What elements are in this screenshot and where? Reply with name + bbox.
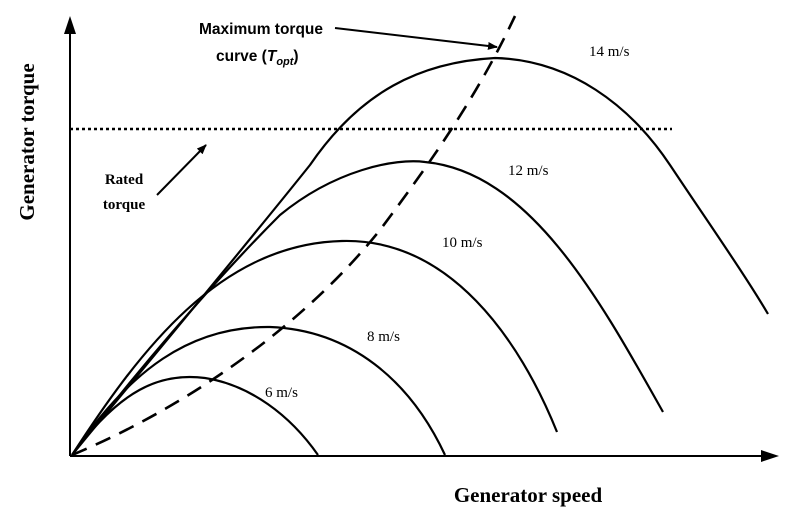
max-torque-subscript: opt <box>276 56 294 68</box>
y-axis-arrow-icon <box>64 16 76 34</box>
curve-12ms <box>71 160 664 456</box>
max-torque-curve <box>71 15 517 457</box>
curve-label-10ms: 10 m/s <box>442 235 483 251</box>
curve-label-8ms: 8 m/s <box>367 329 400 345</box>
curve-label-6ms: 6 m/s <box>265 385 298 401</box>
x-axis-arrow-icon <box>761 450 779 462</box>
y-axis-title: Generator torque <box>15 63 39 220</box>
max-torque-prefix: curve ( <box>216 48 268 65</box>
rated-torque-arrow <box>156 144 207 196</box>
rated-torque-label-line2: torque <box>103 197 146 213</box>
curve-label-12ms: 12 m/s <box>508 163 549 179</box>
curve-10ms <box>71 239 559 456</box>
curve-label-14ms: 14 m/s <box>589 44 630 60</box>
curve-6ms <box>71 375 319 456</box>
rated-torque-label-line1: Rated <box>105 172 144 188</box>
max-torque-label-line1: Maximum torque <box>199 21 323 38</box>
max-torque-symbol: T <box>267 48 278 65</box>
max-torque-label-line2: curve (Topt) <box>216 48 299 68</box>
x-axis-title: Generator speed <box>454 483 603 507</box>
curve-14ms <box>71 56 769 456</box>
max-torque-arrow <box>334 27 498 50</box>
max-torque-suffix: ) <box>293 48 298 65</box>
